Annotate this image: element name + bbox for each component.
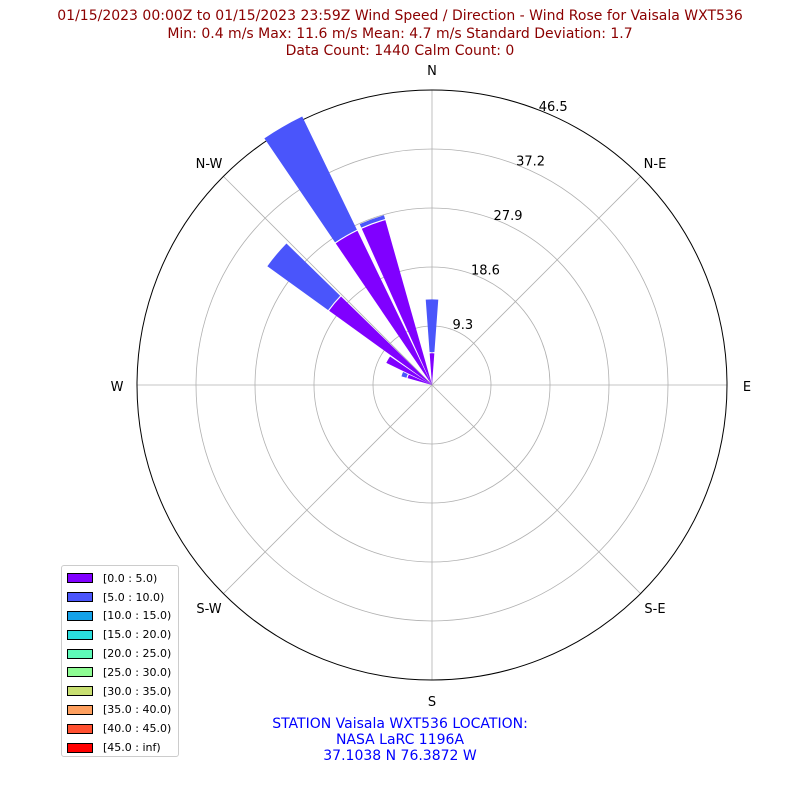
legend-swatch [67, 573, 93, 584]
bar-330-bin-1 [264, 116, 357, 243]
legend-swatch [67, 704, 93, 715]
legend-item: [25.0 : 30.0) [67, 663, 178, 682]
legend-swatch [67, 742, 93, 753]
direction-label-e: E [743, 380, 751, 395]
legend-item: [35.0 : 40.0) [67, 701, 178, 720]
legend-label: [20.0 : 25.0) [103, 647, 172, 661]
direction-label-w: W [111, 380, 124, 395]
legend-label: [40.0 : 45.0) [103, 722, 172, 736]
legend-label: [10.0 : 15.0) [103, 609, 172, 623]
legend-item: [45.0 : inf) [67, 738, 178, 757]
radial-tick-4: 46.5 [539, 100, 568, 115]
direction-label-n-e: N-E [644, 157, 667, 172]
bar-330-bin-0 [335, 230, 432, 385]
grid-spoke-7 [223, 176, 433, 386]
legend-swatch [67, 592, 93, 603]
legend-swatch [67, 648, 93, 659]
legend-swatch [67, 723, 93, 734]
bar-310-bin-0 [329, 296, 432, 385]
grid-spoke-3 [431, 384, 641, 594]
title-line-2: Min: 0.4 m/s Max: 11.6 m/s Mean: 4.7 m/s… [167, 26, 633, 42]
legend-label: [5.0 : 10.0) [103, 590, 165, 604]
legend-item: [0.0 : 5.0) [67, 569, 178, 588]
legend-label: [0.0 : 5.0) [103, 571, 158, 585]
legend-swatch [67, 629, 93, 640]
bar-0-bin-1 [425, 299, 439, 353]
legend-label: [30.0 : 35.0) [103, 684, 172, 698]
legend-swatch [67, 686, 93, 697]
bar-290-bin-1 [401, 371, 408, 378]
legend-label: [35.0 : 40.0) [103, 703, 172, 717]
radial-tick-3: 37.2 [516, 154, 545, 169]
bar-340-bin-1 [359, 215, 386, 228]
footer-line-2: NASA LaRC 1196A [335, 732, 465, 748]
radial-tick-1: 18.6 [471, 263, 500, 278]
wind-bars [264, 116, 439, 385]
grid-spoke-1 [431, 176, 641, 386]
title-line-1: 01/15/2023 00:00Z to 01/15/2023 23:59Z W… [57, 8, 743, 24]
legend-label: [25.0 : 30.0) [103, 665, 172, 679]
legend-item: [15.0 : 20.0) [67, 625, 178, 644]
bar-0-bin-0 [429, 353, 435, 385]
direction-label-n-w: N-W [196, 157, 223, 172]
radial-tick-2: 27.9 [494, 209, 523, 224]
bar-290-bin-0 [407, 374, 432, 385]
grid-spoke-5 [223, 384, 433, 594]
direction-label-s-e: S-E [644, 602, 665, 617]
outer-circle [136, 89, 728, 681]
legend-swatch [67, 610, 93, 621]
footer-line-1: STATION Vaisala WXT536 LOCATION: [272, 716, 528, 732]
title-line-3: Data Count: 1440 Calm Count: 0 [285, 43, 515, 59]
direction-label-n: N [427, 64, 437, 79]
bar-300-bin-0 [386, 356, 432, 385]
legend-item: [40.0 : 45.0) [67, 719, 178, 738]
legend-item: [5.0 : 10.0) [67, 588, 178, 607]
legend-swatch [67, 667, 93, 678]
radial-tick-0: 9.3 [453, 318, 474, 333]
bar-340-bin-0 [361, 220, 432, 385]
legend: [0.0 : 5.0) [5.0 : 10.0) [10.0 : 15.0) [15.… [61, 565, 179, 757]
legend-item: [30.0 : 35.0) [67, 682, 178, 701]
axis-labels: N N-E E S-E S S-W W N-W 9.3 18.6 27.9 37.2 46.5 [111, 64, 752, 710]
bar-310-bin-1 [267, 243, 341, 311]
legend-item: [10.0 : 15.0) [67, 607, 178, 626]
direction-label-s-w: S-W [196, 602, 221, 617]
footer-line-3: 37.1038 N 76.3872 W [323, 748, 477, 764]
legend-label: [45.0 : inf) [103, 741, 161, 755]
legend-label: [15.0 : 20.0) [103, 628, 172, 642]
direction-label-s: S [428, 695, 436, 710]
legend-item: [20.0 : 25.0) [67, 644, 178, 663]
